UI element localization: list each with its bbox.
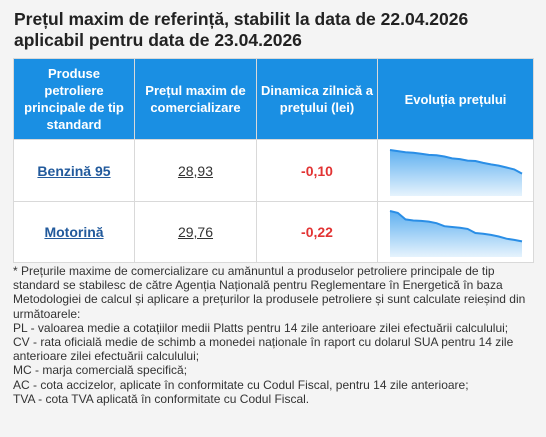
price-trend-sparkline-motorina xyxy=(389,210,522,257)
sparkline-area xyxy=(389,211,522,257)
table-row-benzina-95: Benzină 95 28,93 -0,10 xyxy=(13,139,534,202)
page-title: Prețul maxim de referință, stabilit la d… xyxy=(14,9,534,51)
note-tva: TVA - cota TVA aplicată în conformitate … xyxy=(13,391,310,406)
methodology-notes: * Prețurile maxime de comercializare cu … xyxy=(13,264,535,406)
price-value-motorina[interactable]: 29,76 xyxy=(177,224,214,240)
cell-price: 29,76 xyxy=(134,201,257,263)
cell-trend xyxy=(377,139,534,202)
column-header-max-price: Prețul maxim de comercializare xyxy=(134,58,257,140)
sparkline-area xyxy=(389,149,522,196)
title-line-1: Prețul maxim de referință, stabilit la d… xyxy=(14,9,469,29)
table-row-motorina: Motorină 29,76 -0,22 xyxy=(13,201,534,263)
cell-product: Motorină xyxy=(13,201,135,263)
column-header-products: Produse petroliere principale de tip sta… xyxy=(13,58,135,140)
price-trend-sparkline-benzina-95 xyxy=(389,148,522,196)
column-header-daily-change: Dinamica zilnică a prețului (lei) xyxy=(256,58,378,140)
price-value-benzina-95[interactable]: 28,93 xyxy=(177,162,214,179)
note-cv: CV - rata oficială medie de schimb a mon… xyxy=(13,335,514,364)
sparkline-line xyxy=(389,148,522,174)
cell-price: 28,93 xyxy=(134,139,257,202)
price-change-benzina-95: -0,10 xyxy=(301,162,333,179)
note-pl: PL - valoarea medie a cotațiilor medii P… xyxy=(13,320,509,335)
title-line-2: aplicabil pentru data de 23.04.2026 xyxy=(14,30,302,50)
note-mc: MC - marja comercială specifică; xyxy=(13,363,188,378)
product-link-benzina-95[interactable]: Benzină 95 xyxy=(37,162,111,179)
note-ac: AC - cota accizelor, aplicate în conform… xyxy=(13,377,469,392)
column-header-price-evolution: Evoluția prețului xyxy=(377,58,534,140)
sparkline-line xyxy=(389,210,522,243)
price-change-motorina: -0,22 xyxy=(301,224,333,240)
cell-change: -0,10 xyxy=(256,139,378,202)
product-link-motorina[interactable]: Motorină xyxy=(44,224,104,240)
cell-product: Benzină 95 xyxy=(13,139,135,202)
price-table: Produse petroliere principale de tip sta… xyxy=(13,58,534,263)
note-intro: * Prețurile maxime de comercializare cu … xyxy=(13,264,526,321)
cell-change: -0,22 xyxy=(256,201,378,263)
cell-trend xyxy=(377,201,534,263)
table-header-row: Produse petroliere principale de tip sta… xyxy=(13,58,534,140)
